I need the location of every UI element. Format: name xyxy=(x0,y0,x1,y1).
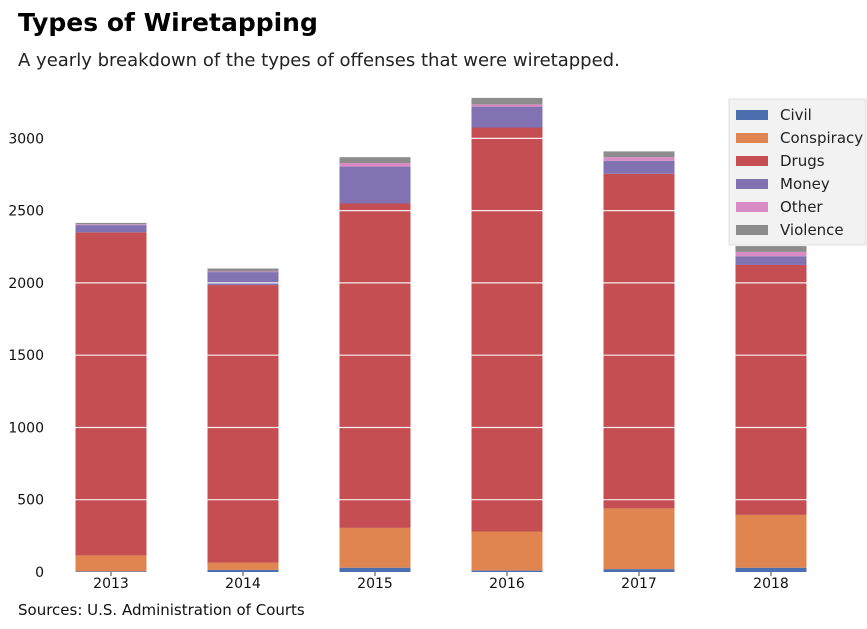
legend-label-civil[interactable]: Civil xyxy=(780,106,812,124)
legend-swatch-conspiracy[interactable] xyxy=(736,133,768,143)
bar-2013-other[interactable] xyxy=(75,224,147,226)
bar-2016-conspiracy[interactable] xyxy=(471,531,543,571)
bar-2016-money[interactable] xyxy=(471,106,543,128)
bar-2014-other[interactable] xyxy=(207,271,279,272)
bar-2014-conspiracy[interactable] xyxy=(207,562,279,570)
legend-label-violence[interactable]: Violence xyxy=(780,221,844,239)
legend-label-conspiracy[interactable]: Conspiracy xyxy=(780,129,863,147)
y-tick-label: 3000 xyxy=(8,131,44,147)
x-tick-label: 2017 xyxy=(621,576,657,592)
chart-title: Types of Wiretapping xyxy=(18,8,318,37)
bar-2016-drugs[interactable] xyxy=(471,127,543,532)
legend-swatch-money[interactable] xyxy=(736,179,768,189)
bar-2016-violence[interactable] xyxy=(471,97,543,105)
bar-2018-money[interactable] xyxy=(735,256,807,265)
bar-2017-drugs[interactable] xyxy=(603,173,675,509)
legend-swatch-drugs[interactable] xyxy=(736,156,768,166)
x-tick-label: 2013 xyxy=(93,576,129,592)
grid-layer xyxy=(58,137,850,501)
legend-swatch-violence[interactable] xyxy=(736,225,768,235)
legend-box xyxy=(728,98,867,246)
bar-2017-civil[interactable] xyxy=(603,569,675,572)
bar-2015-conspiracy[interactable] xyxy=(339,527,411,568)
y-tick-label: 500 xyxy=(17,493,44,509)
legend-label-other[interactable]: Other xyxy=(780,198,823,216)
legend-swatch-civil[interactable] xyxy=(736,110,768,120)
legend-swatch-other[interactable] xyxy=(736,202,768,212)
y-tick-label: 2000 xyxy=(8,276,44,292)
y-tick-label: 1000 xyxy=(8,421,44,437)
bar-2015-money[interactable] xyxy=(339,166,411,204)
legend[interactable]: Civil Conspiracy Drugs Money Other Violence xyxy=(728,98,867,246)
bar-2014-violence[interactable] xyxy=(207,268,279,272)
bar-2013-civil[interactable] xyxy=(75,571,147,572)
bar-2016-other[interactable] xyxy=(471,104,543,107)
legend-label-money[interactable]: Money xyxy=(780,175,830,193)
bar-2018-violence[interactable] xyxy=(735,246,807,252)
bar-2015-other[interactable] xyxy=(339,162,411,167)
bar-2015-drugs[interactable] xyxy=(339,203,411,528)
bar-2017-money[interactable] xyxy=(603,160,675,174)
bar-2017-other[interactable] xyxy=(603,157,675,161)
bar-2013-money[interactable] xyxy=(75,225,147,233)
x-tick-label: 2015 xyxy=(357,576,393,592)
bar-2013-drugs[interactable] xyxy=(75,232,147,556)
bar-2014-civil[interactable] xyxy=(207,569,279,572)
x-axis: 2013 2014 2015 2016 2017 2018 xyxy=(93,572,789,592)
x-tick-label: 2016 xyxy=(489,576,525,592)
y-tick-label: 0 xyxy=(35,565,44,581)
bar-2016-civil[interactable] xyxy=(471,570,543,572)
bar-2018-civil[interactable] xyxy=(735,567,807,572)
bar-2013-violence[interactable] xyxy=(75,222,147,225)
bar-2015-violence[interactable] xyxy=(339,157,411,163)
x-tick-label: 2018 xyxy=(753,576,789,592)
bar-2018-drugs[interactable] xyxy=(735,264,807,515)
bar-2015-civil[interactable] xyxy=(339,567,411,572)
x-tick-label: 2014 xyxy=(225,576,261,592)
legend-label-drugs[interactable]: Drugs xyxy=(780,152,825,170)
y-tick-label: 2500 xyxy=(8,204,44,220)
bar-2018-other[interactable] xyxy=(735,251,807,257)
bar-2017-violence[interactable] xyxy=(603,151,675,158)
chart-subtitle: A yearly breakdown of the types of offen… xyxy=(18,50,620,71)
source-note: Sources: U.S. Administration of Courts xyxy=(18,601,305,619)
bar-2017-conspiracy[interactable] xyxy=(603,508,675,570)
bar-2014-drugs[interactable] xyxy=(207,285,279,563)
bars-layer xyxy=(75,97,807,572)
bar-2018-conspiracy[interactable] xyxy=(735,514,807,568)
bar-2014-money[interactable] xyxy=(207,272,279,286)
bar-2013-conspiracy[interactable] xyxy=(75,555,147,572)
y-tick-label: 1500 xyxy=(8,348,44,364)
y-axis: 0 500 1000 1500 2000 2500 3000 xyxy=(8,131,44,581)
